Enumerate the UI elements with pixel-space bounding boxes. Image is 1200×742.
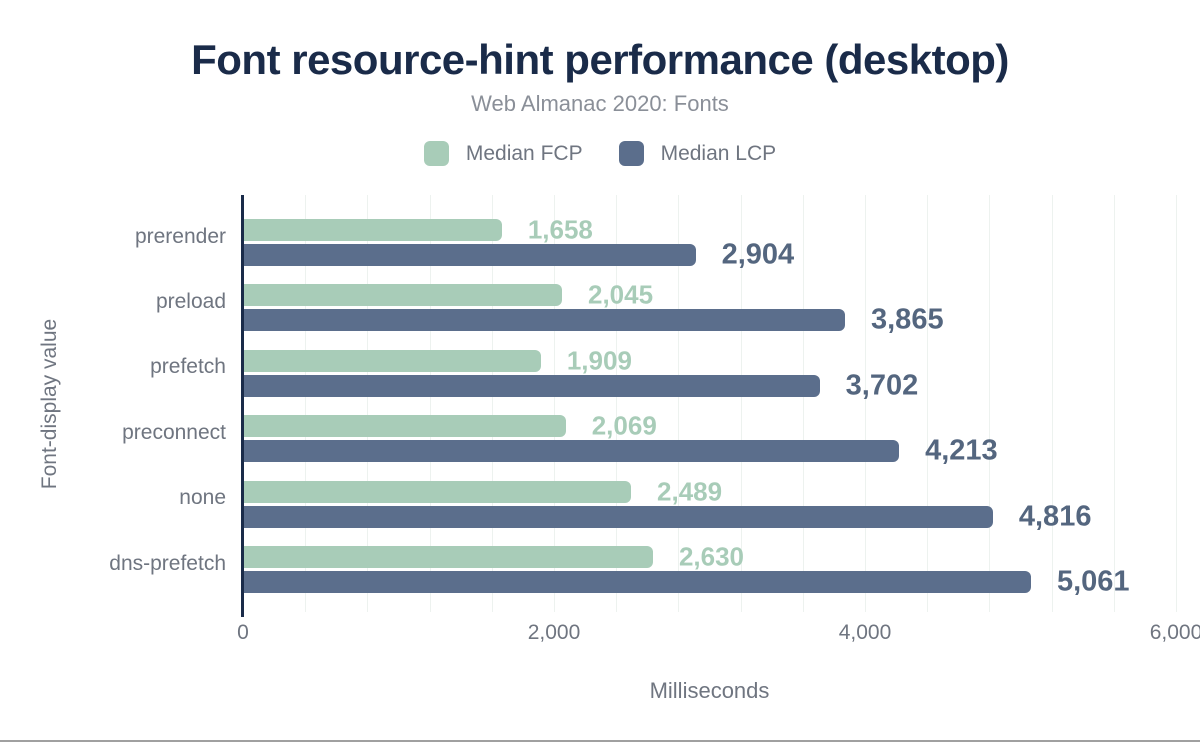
category-label-preload: preload xyxy=(155,289,226,313)
bar-median-fcp-preconnect xyxy=(244,415,566,438)
bar-median-lcp-none xyxy=(244,505,993,528)
gridline xyxy=(305,195,307,612)
value-label-median-lcp-preload: 3,865 xyxy=(871,303,944,336)
bar-median-fcp-preload xyxy=(244,284,562,307)
gridline xyxy=(1113,195,1115,612)
gridline xyxy=(802,195,804,612)
gridline xyxy=(1176,195,1177,612)
y-axis-title: Font-display value xyxy=(38,318,61,490)
bar-median-lcp-preconnect xyxy=(244,440,900,463)
value-label-median-lcp-prerender: 2,904 xyxy=(721,238,795,271)
gridline xyxy=(367,195,369,612)
chart-legend: Median FCP Median LCP xyxy=(0,141,1200,166)
figure-bottom-border xyxy=(0,740,1200,742)
gridline xyxy=(678,195,680,612)
gridline xyxy=(927,195,929,612)
x-tick-0: 0 xyxy=(237,621,249,644)
category-label-preconnect: preconnect xyxy=(122,420,226,444)
bar-median-fcp-prerender xyxy=(244,219,502,241)
gridline xyxy=(865,195,866,612)
category-label-dns-prefetch: dns-prefetch xyxy=(109,551,226,575)
x-tick-2-000: 2,000 xyxy=(527,621,581,644)
value-label-median-fcp-prerender: 1,658 xyxy=(527,214,593,245)
category-label-prerender: prerender xyxy=(134,224,226,248)
value-label-median-fcp-dns-prefetch: 2,630 xyxy=(678,541,745,572)
gridline xyxy=(554,195,555,612)
gridline xyxy=(989,195,991,612)
category-label-prefetch: prefetch xyxy=(150,355,226,379)
legend-label-median-lcp: Median LCP xyxy=(660,141,777,165)
bar-median-lcp-prerender xyxy=(244,244,696,266)
x-tick-4-000: 4,000 xyxy=(838,621,892,644)
legend-item-median-lcp: Median LCP xyxy=(618,141,777,166)
bar-median-fcp-none xyxy=(244,480,632,503)
bar-median-fcp-dns-prefetch xyxy=(244,546,653,568)
chart-subtitle: Web Almanac 2020: Fonts xyxy=(471,91,729,116)
legend-swatch-median-fcp xyxy=(423,141,449,166)
gridline xyxy=(491,195,493,612)
bar-median-lcp-dns-prefetch xyxy=(244,571,1031,593)
chart-title: Font resource-hint performance (desktop) xyxy=(191,36,1009,83)
y-axis-line xyxy=(241,195,244,617)
x-axis-title: Milliseconds xyxy=(649,678,770,703)
gridline xyxy=(740,195,742,612)
category-label-none: none xyxy=(179,486,226,510)
bar-median-lcp-prefetch xyxy=(244,374,820,397)
value-label-median-fcp-none: 2,489 xyxy=(657,476,723,507)
x-tick-6-000: 6,000 xyxy=(1149,621,1200,644)
legend-label-median-fcp: Median FCP xyxy=(465,141,583,165)
value-label-median-lcp-dns-prefetch: 5,061 xyxy=(1056,565,1130,598)
value-label-median-lcp-prefetch: 3,702 xyxy=(845,369,919,402)
gridline xyxy=(616,195,618,612)
gridline xyxy=(429,195,431,612)
value-label-median-lcp-none: 4,816 xyxy=(1018,500,1092,533)
value-label-median-lcp-preconnect: 4,213 xyxy=(925,434,998,467)
value-label-median-fcp-preload: 2,045 xyxy=(587,279,654,310)
legend-swatch-median-lcp xyxy=(618,141,644,166)
value-label-median-fcp-preconnect: 2,069 xyxy=(591,410,657,441)
value-label-median-fcp-prefetch: 1,909 xyxy=(566,345,632,376)
bar-median-lcp-preload xyxy=(244,309,845,332)
bar-median-fcp-prefetch xyxy=(244,349,541,372)
gridline xyxy=(1051,195,1053,612)
legend-item-median-fcp: Median FCP xyxy=(423,141,583,166)
